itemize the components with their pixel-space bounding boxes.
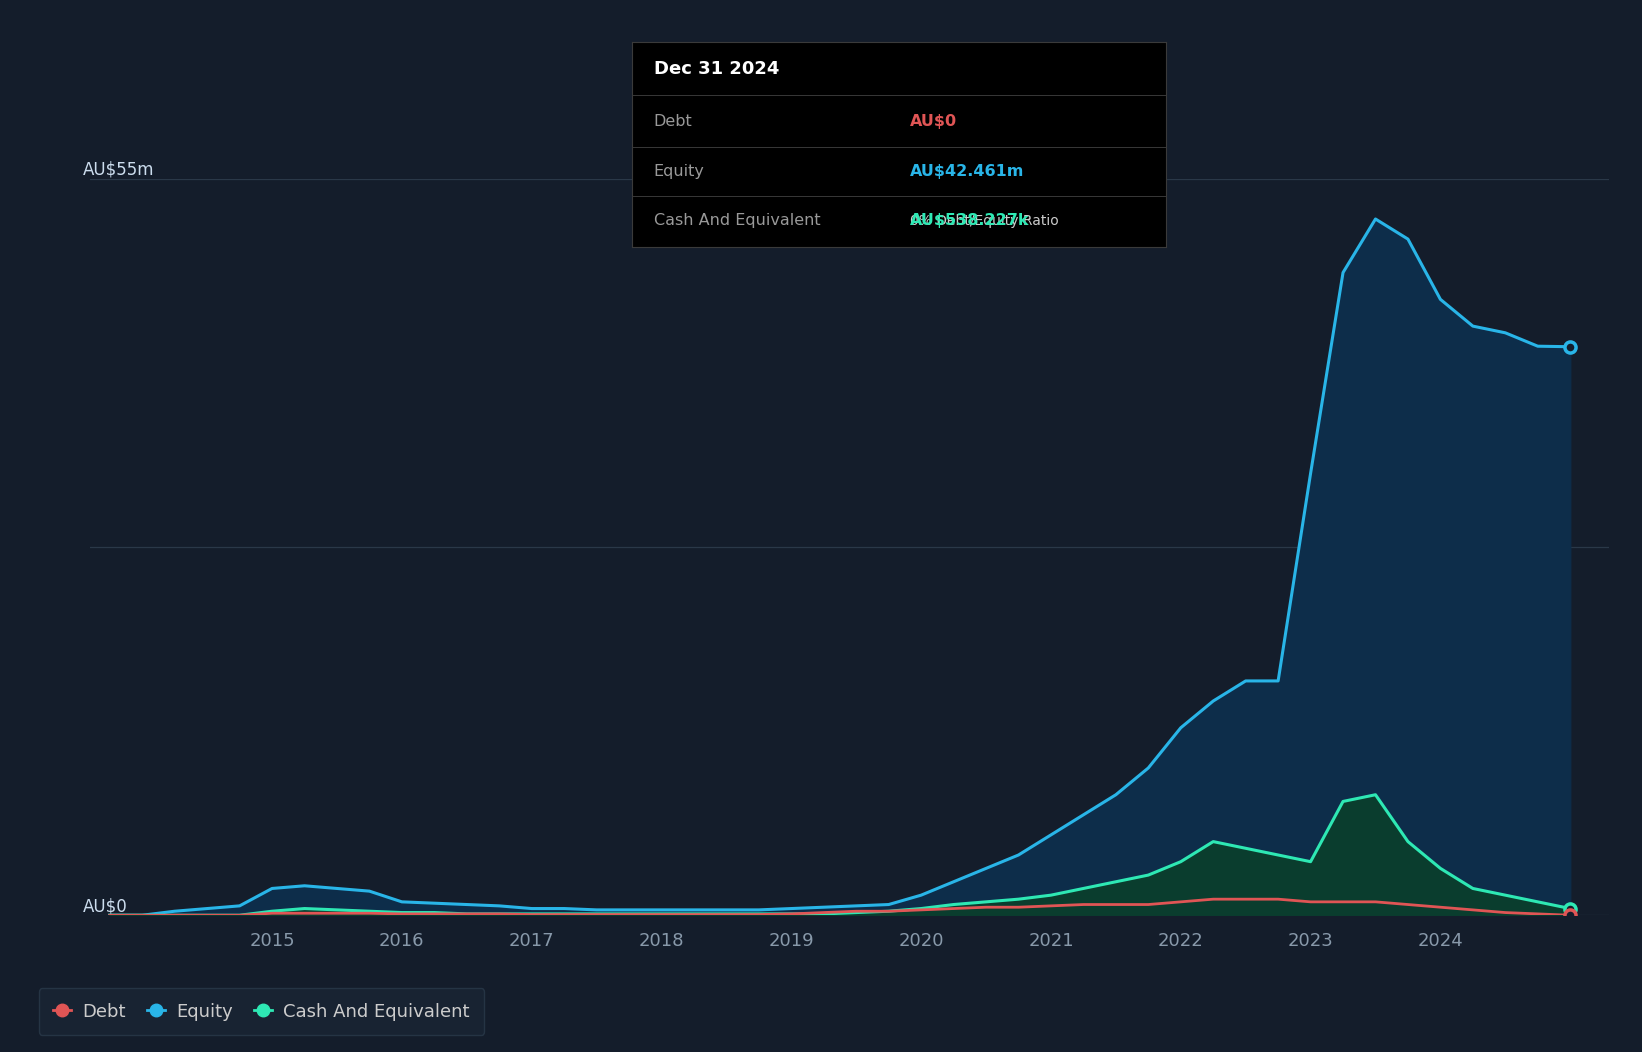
- Text: Dec 31 2024: Dec 31 2024: [654, 60, 778, 78]
- Text: AU$538.227k: AU$538.227k: [910, 214, 1030, 228]
- Text: Debt: Debt: [654, 114, 693, 128]
- Text: AU$0: AU$0: [910, 114, 957, 128]
- Text: Cash And Equivalent: Cash And Equivalent: [654, 214, 819, 228]
- Text: 0% Debt/Equity Ratio: 0% Debt/Equity Ratio: [910, 214, 1059, 227]
- Text: AU$42.461m: AU$42.461m: [910, 164, 1025, 179]
- Text: AU$0: AU$0: [82, 897, 128, 915]
- Legend: Debt, Equity, Cash And Equivalent: Debt, Equity, Cash And Equivalent: [38, 988, 484, 1035]
- Text: Equity: Equity: [654, 164, 704, 179]
- Text: AU$55m: AU$55m: [82, 161, 154, 179]
